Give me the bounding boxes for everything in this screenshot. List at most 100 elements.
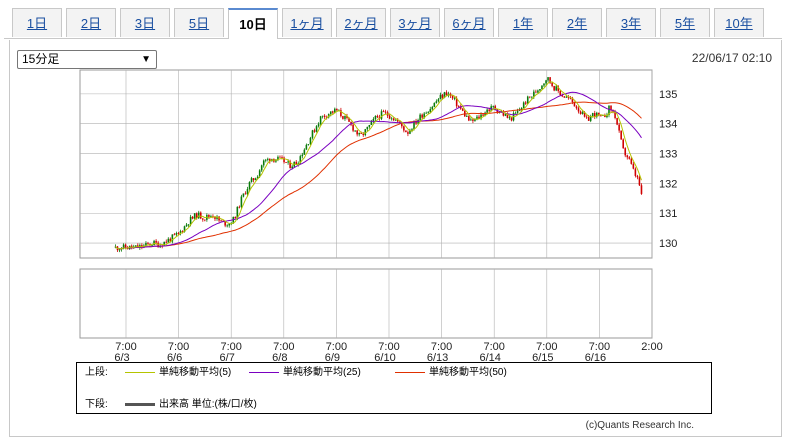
candle-body	[226, 225, 228, 227]
candle-body	[311, 130, 314, 138]
candle-body	[563, 96, 566, 98]
candle-body	[528, 96, 531, 98]
candle-body	[266, 158, 269, 160]
candle-body	[382, 111, 385, 113]
tab-2m[interactable]: 2ヶ月	[336, 8, 386, 37]
candle-body	[443, 92, 446, 98]
tab-6m[interactable]: 6ヶ月	[444, 8, 494, 37]
tab-2y[interactable]: 2年	[552, 8, 602, 37]
candle-body	[309, 137, 312, 144]
candle-body	[157, 242, 159, 248]
y-tick-label: 130	[659, 238, 677, 250]
tab-5d[interactable]: 5日	[174, 8, 224, 37]
x-tick-time-label: 7:00	[589, 341, 610, 353]
y-tick-label: 132	[659, 178, 677, 190]
candle-body	[522, 102, 525, 109]
x-tick-time-label: 7:00	[273, 341, 294, 353]
candle-body	[401, 122, 403, 127]
candle-body	[441, 94, 444, 98]
candle-body	[421, 114, 423, 118]
candle-body	[620, 130, 622, 140]
candle-body	[608, 105, 610, 115]
candle-body	[427, 112, 430, 114]
candle-body	[628, 157, 631, 159]
candle-body	[638, 177, 641, 186]
candle-body	[348, 117, 350, 122]
candle-body	[415, 121, 417, 124]
candle-body	[634, 168, 637, 176]
x-tick-time-label: 7:00	[483, 341, 504, 353]
x-tick-date-label: 6/8	[272, 352, 287, 364]
tab-1y[interactable]: 1年	[498, 8, 548, 37]
price-grid	[79, 69, 653, 259]
candle-body	[208, 215, 210, 217]
candle-body	[445, 92, 448, 96]
candle-body	[334, 108, 336, 113]
candle-body	[535, 91, 537, 93]
tab-1d[interactable]: 1日	[12, 8, 62, 37]
candle-body	[240, 196, 243, 208]
candle-body	[346, 116, 348, 118]
candle-body	[470, 119, 472, 121]
candle-body	[526, 96, 529, 104]
candle-body	[374, 115, 377, 119]
candle-body	[329, 111, 332, 115]
legend-volume: 出来高 単位:(株/口/枚)	[125, 398, 257, 412]
candle-body	[179, 231, 182, 234]
candle-body	[486, 109, 488, 113]
tab-3m[interactable]: 3ヶ月	[390, 8, 440, 37]
candle-body	[354, 130, 356, 132]
tab-2d[interactable]: 2日	[66, 8, 116, 37]
candle-body	[344, 116, 346, 119]
candle-body	[204, 219, 206, 221]
candle-body	[388, 115, 391, 119]
candle-body	[380, 111, 383, 119]
candle-body	[571, 97, 574, 103]
candle-body	[510, 117, 513, 121]
candle-body	[295, 161, 298, 165]
candle-body	[356, 130, 358, 135]
ma5-swatch	[125, 371, 155, 373]
candle-body	[220, 220, 222, 222]
candle-body	[362, 133, 365, 135]
candle-body	[246, 189, 249, 195]
y-tick-label: 133	[659, 149, 677, 161]
x-tick-time-label: 7:00	[326, 341, 347, 353]
candle-body	[165, 241, 168, 243]
volume-swatch	[125, 402, 155, 406]
tab-10d[interactable]: 10日	[228, 8, 278, 39]
candle-body	[583, 112, 586, 117]
interval-select-value: 15分足	[22, 52, 60, 66]
candle-body	[437, 99, 440, 102]
candle-body	[524, 102, 527, 104]
candle-body	[118, 249, 121, 251]
candle-body	[429, 109, 432, 113]
candle-body	[197, 212, 200, 219]
candle-body	[202, 218, 204, 220]
candle-body	[589, 116, 592, 121]
tab-5y[interactable]: 5年	[660, 8, 710, 37]
candle-body	[390, 118, 393, 120]
copyright-text: (c)Quants Research Inc.	[585, 420, 694, 431]
y-tick-label: 135	[659, 89, 677, 101]
ma50-line	[115, 101, 642, 250]
candle-body	[358, 132, 360, 135]
axis-labels: 1301311321331341357:006/37:006/67:006/77…	[114, 89, 677, 364]
tab-10y[interactable]: 10年	[714, 8, 764, 37]
tab-1m[interactable]: 1ヶ月	[282, 8, 332, 37]
interval-select[interactable]: 15分足 ▼	[17, 50, 157, 69]
candle-body	[508, 117, 511, 119]
candle-body	[248, 181, 251, 190]
x-tick-date-label: 6/16	[585, 352, 606, 364]
candle-body	[581, 112, 584, 114]
candle-body	[305, 144, 308, 150]
candle-body	[520, 108, 523, 110]
tab-3d[interactable]: 3日	[120, 8, 170, 37]
candle-body	[242, 193, 245, 197]
candle-body	[342, 116, 344, 119]
candle-body	[504, 114, 507, 116]
candle-body	[624, 148, 627, 156]
tab-3y[interactable]: 3年	[606, 8, 656, 37]
candle-body	[315, 126, 318, 132]
candle-body	[313, 130, 316, 132]
